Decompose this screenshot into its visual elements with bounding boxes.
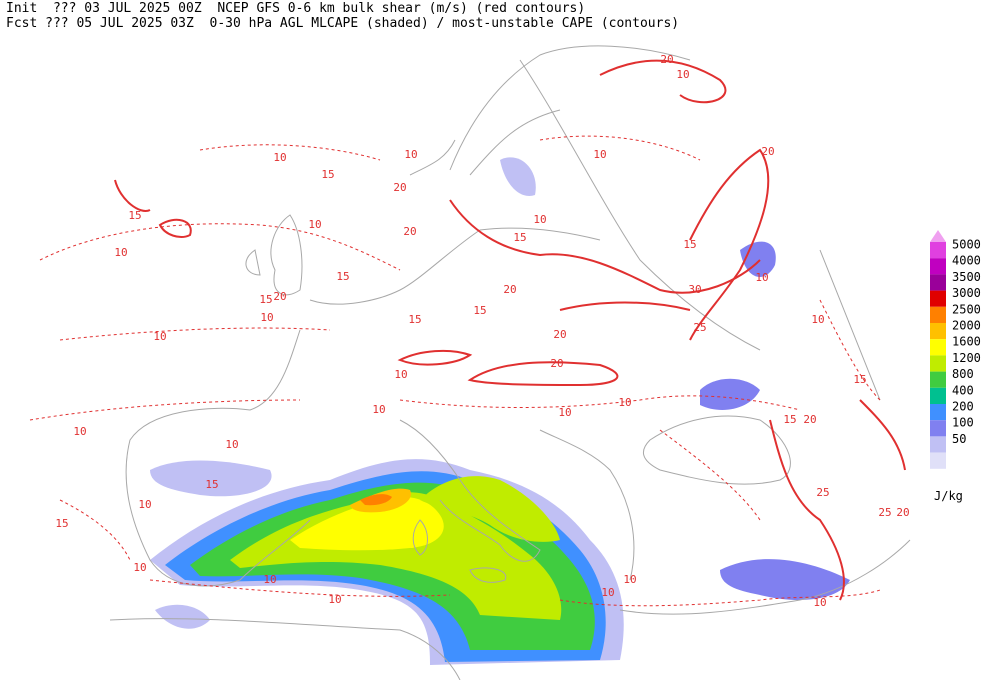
contour-label: 10 (328, 593, 341, 606)
contour-label: 10 (404, 148, 417, 161)
legend-label: 800 (952, 367, 974, 381)
contour-label: 10 (138, 498, 151, 511)
contour-label: 10 (225, 438, 238, 451)
contour-label: 10 (533, 213, 546, 226)
contour-label: 10 (618, 396, 631, 409)
legend-swatch (930, 436, 946, 453)
contour-label: 10 (308, 218, 321, 231)
legend-label: 1600 (952, 335, 981, 349)
legend-swatch (930, 387, 946, 404)
contour-label: 10 (755, 271, 768, 284)
legend-swatch (930, 290, 946, 307)
contour-label: 15 (408, 313, 421, 326)
contour-label: 10 (813, 596, 826, 609)
legend-swatch (930, 355, 946, 372)
legend-label: 3500 (952, 270, 981, 284)
header-line: Fcst ??? 05 JUL 2025 03Z 0-30 hPa AGL ML… (6, 16, 680, 31)
legend-top (930, 230, 946, 242)
contour-label: 20 (553, 328, 566, 341)
contour-label: 10 (676, 68, 689, 81)
contour-label: 20 (273, 290, 286, 303)
legend-label: 100 (952, 416, 974, 430)
contour-label: 15 (683, 238, 696, 251)
legend-swatch (930, 371, 946, 388)
contour-label: 10 (273, 151, 286, 164)
legend-label: 3000 (952, 286, 981, 300)
contour-label: 10 (601, 586, 614, 599)
legend-label: 5000 (952, 238, 981, 252)
legend-label: 1200 (952, 351, 981, 365)
legend-swatch (930, 274, 946, 291)
contour-label: 10 (73, 425, 86, 438)
legend-swatch (930, 242, 946, 259)
contour-label: 15 (783, 413, 796, 426)
contour-label: 10 (153, 330, 166, 343)
contour-label: 20 (393, 181, 406, 194)
contour-label: 15 (205, 478, 218, 491)
contour-label: 15 (513, 231, 526, 244)
legend-unit: J/kg (934, 489, 963, 503)
legend-swatch (930, 323, 946, 340)
contour-label: 10 (558, 406, 571, 419)
contour-label: 25 (693, 321, 706, 334)
contour-label: 15 (853, 373, 866, 386)
legend-swatch (930, 258, 946, 275)
legend-swatch (930, 404, 946, 421)
contour-label: 10 (623, 573, 636, 586)
contour-label: 10 (114, 246, 127, 259)
contour-label: 15 (336, 270, 349, 283)
contour-label: 10 (372, 403, 385, 416)
contour-label: 10 (263, 573, 276, 586)
legend-label: 400 (952, 383, 974, 397)
legend-label: 2500 (952, 302, 981, 316)
contour-label: 20 (550, 357, 563, 370)
header-line: Init ??? 03 JUL 2025 00Z NCEP GFS 0-6 km… (6, 1, 586, 16)
contour-label: 10 (133, 561, 146, 574)
contour-label: 10 (593, 148, 606, 161)
legend-label: 200 (952, 400, 974, 414)
contour-label: 15 (55, 517, 68, 530)
contour-label: 20 (761, 145, 774, 158)
contour-label: 20 (896, 506, 909, 519)
contour-label: 15 (259, 293, 272, 306)
contour-label: 15 (473, 304, 486, 317)
contour-label: 20 (403, 225, 416, 238)
contour-label: 25 (878, 506, 891, 519)
legend-swatch (930, 306, 946, 323)
contour-label: 20 (803, 413, 816, 426)
legend-swatch (930, 452, 946, 469)
contour-label: 20 (503, 283, 516, 296)
legend-label: 2000 (952, 319, 981, 333)
contour-label: 15 (128, 209, 141, 222)
contour-label: 15 (321, 168, 334, 181)
contour-label: 10 (811, 313, 824, 326)
contour-label: 20 (660, 53, 673, 66)
coastlines (109, 45, 911, 680)
contour-label: 30 (688, 283, 701, 296)
legend-label: 50 (952, 432, 966, 446)
contour-label: 10 (260, 311, 273, 324)
legend-label: 4000 (952, 254, 981, 268)
legend: 5000 4000 3500 3000 2500 2000 1600 1200 800 400 20… (930, 230, 981, 503)
cape-shading (150, 157, 850, 665)
legend-swatch (930, 420, 946, 437)
legend-swatch (930, 339, 946, 356)
shear-contours (29, 59, 906, 607)
contour-label: 10 (394, 368, 407, 381)
contour-label: 25 (816, 486, 829, 499)
